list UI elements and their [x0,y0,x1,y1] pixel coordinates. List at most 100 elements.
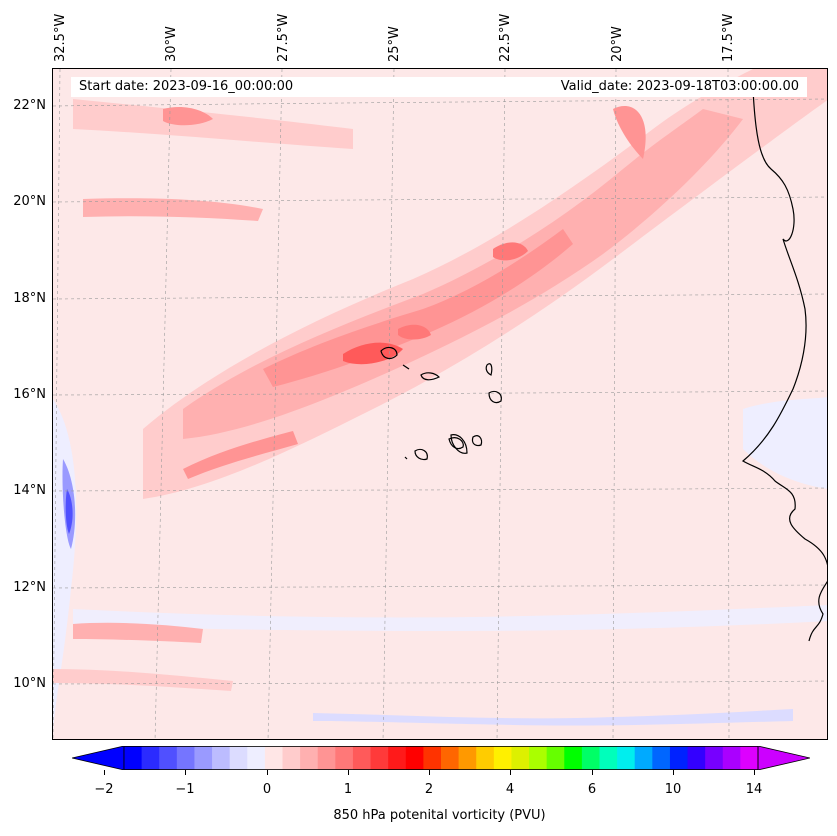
colorbar-extend-min [72,746,125,770]
pv-north-east-blob [613,106,646,159]
cb-tick-line-0 [267,770,268,775]
island-sao-nicolau [420,372,441,381]
cb-tick-line-10 [673,770,674,775]
west-africa-coastline [741,88,827,642]
cb-tick-14: 14 [745,782,763,797]
pv-negative-streak-bottom [313,709,793,726]
pv-negative-patch-east [743,397,827,489]
colorbar-bin [282,746,301,770]
colorbar-bin [300,746,319,770]
pv-north-blob [163,107,213,126]
lat-label-18n: 18°N [13,291,46,306]
colorbar-bin [124,746,143,770]
colorbar-bin [423,746,442,770]
lat-label-10n: 10°N [13,676,46,691]
colorbar-bin [370,746,389,770]
colorbar-bin [441,746,460,770]
pv-south-band-2 [73,622,203,643]
lon-label-32-5w: 32.5°W [53,13,68,62]
colorbar-bin [476,746,495,770]
lat-label-22n: 22°N [13,98,46,113]
graticule [53,69,827,739]
valid-date-label: Valid_date: 2023-09-18T03:00:00.00 [560,79,799,94]
colorbar [72,746,810,770]
colorbar-bin [458,746,477,770]
start-date-label: Start date: 2023-09-16_00:00:00 [79,79,294,94]
cb-tick-4: 4 [505,782,515,797]
colorbar-bin [617,746,636,770]
colorbar-bin [564,746,583,770]
island-maio-like [448,437,464,450]
cb-tick-line-neg2 [104,770,105,775]
colorbar-bin [493,746,512,770]
colorbar-bin [669,746,689,770]
lon-label-22-5w: 22.5°W [498,13,513,62]
colorbar-bin [176,746,195,770]
cb-tick-line-6 [592,770,593,775]
lon-label-17-5w: 17.5°W [721,13,736,62]
pv-max-core-2 [493,242,528,261]
pv-negative-core-inner [65,489,73,534]
colorbar-bin [141,746,160,770]
colorbar-bin [264,746,283,770]
island-santo-antao [380,346,398,360]
colorbar-bin [247,746,266,770]
gridline-lon-17-5w [727,69,730,739]
lat-label-12n: 12°N [13,580,46,595]
cb-tick-neg2: −2 [94,782,114,797]
gridline-lon-22-5w [496,69,506,739]
lon-label-20w: 20°W [610,26,625,62]
lon-label-25w: 25°W [387,26,402,62]
island-boa-vista [488,390,502,404]
pv-north-streak-2 [83,198,263,221]
cb-tick-0: 0 [262,782,272,797]
gridline-lon-27-5w [267,69,283,739]
colorbar-extend-max [757,746,810,770]
island-brava [404,456,408,460]
colorbar-bin [229,746,248,770]
lat-label-14n: 14°N [13,483,46,498]
island-santiago [450,434,468,454]
pv-negative-band-south [73,605,827,631]
gridline-lon-20w [612,69,617,739]
colorbar-bin [352,746,372,770]
run-info-bar: Start date: 2023-09-16_00:00:00 Valid_da… [71,77,807,97]
cb-tick-line-1 [348,770,349,775]
colorbar-bin [194,746,213,770]
colorbar-bin [705,746,724,770]
colorbar-bin [529,746,548,770]
colorbar-bin [634,746,653,770]
gridline-lon-32-5w [53,69,61,739]
pv-south-band-3 [53,669,233,691]
cb-tick-line-neg1 [185,770,186,775]
lon-label-27-5w: 27.5°W [276,13,291,62]
pv-main-swath-inner [263,229,573,387]
lon-label-30w: 30°W [164,26,179,62]
island-maio [471,435,483,447]
colorbar-bin [317,746,336,770]
colorbar-bin [212,746,231,770]
colorbar-bin [335,746,354,770]
map-panel[interactable]: Start date: 2023-09-16_00:00:00 Valid_da… [52,68,828,740]
pv-field-map [53,69,827,739]
colorbar-label: 850 hPa potenital vorticity (PVU) [333,808,546,823]
cb-tick-line-4 [510,770,511,775]
island-sal [485,363,493,376]
colorbar-bin [159,746,178,770]
island-fogo [414,448,428,461]
colorbar-bin [740,746,759,770]
island-sao-vicente [402,364,410,370]
lat-label-20n: 20°N [13,194,46,209]
colorbar-bin [511,746,530,770]
cb-tick-6: 6 [587,782,597,797]
pv-north-streak-1 [73,99,353,149]
pv-south-band-1 [183,431,298,479]
pv-max-core-3 [398,324,431,340]
cb-tick-10: 10 [664,782,682,797]
cb-tick-2: 2 [424,782,434,797]
colorbar-bin [388,746,407,770]
colorbar-bin [599,746,618,770]
cb-tick-1: 1 [343,782,353,797]
gridline-lon-30w [154,69,172,739]
colorbar-bin [652,746,671,770]
